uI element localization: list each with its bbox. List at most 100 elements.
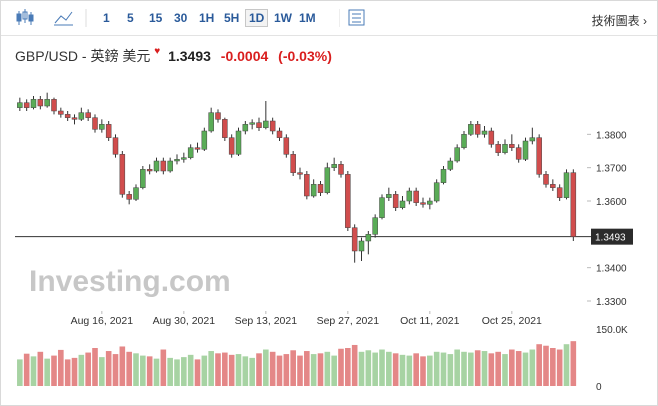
interval-button[interactable]: 1W bbox=[274, 11, 292, 25]
candle-body bbox=[187, 147, 194, 158]
candle-body bbox=[536, 137, 542, 175]
candle-body bbox=[249, 122, 255, 125]
candle-body bbox=[146, 169, 153, 172]
interval-button[interactable]: 30 bbox=[174, 11, 188, 25]
volume-bar bbox=[222, 352, 228, 386]
change: -0.0004 bbox=[220, 48, 269, 64]
candle-body bbox=[399, 200, 406, 208]
volume-bar bbox=[338, 348, 344, 386]
candle-body bbox=[105, 124, 112, 138]
candle-body bbox=[324, 167, 331, 193]
candle-body bbox=[420, 202, 426, 205]
candle-body bbox=[126, 194, 132, 200]
volume-bar bbox=[495, 351, 501, 386]
volume-bar bbox=[181, 357, 187, 386]
volume-bar bbox=[167, 357, 173, 386]
interval-button[interactable]: 1D bbox=[245, 9, 269, 27]
candle-body bbox=[413, 190, 419, 203]
x-tick-label: Sep 27, 2021 bbox=[317, 315, 380, 327]
volume-bar bbox=[201, 355, 208, 386]
volume-tick-label: 0 bbox=[596, 382, 602, 393]
candle-body bbox=[44, 99, 50, 107]
volume-bar bbox=[447, 354, 454, 386]
quote-header: GBP/USD - 英鎊 美元 ♥ 1.3493 -0.0004 (-0.03%… bbox=[15, 46, 332, 66]
volume-bar bbox=[529, 349, 536, 386]
candle-body bbox=[481, 130, 488, 135]
candle-body bbox=[78, 112, 85, 120]
candle-body bbox=[454, 147, 460, 162]
volume-bar bbox=[420, 356, 426, 386]
volume-bar bbox=[331, 355, 337, 386]
candle-body bbox=[30, 99, 37, 108]
candle-body bbox=[406, 190, 413, 202]
volume-bar bbox=[365, 350, 372, 386]
interval-button[interactable]: 1M bbox=[299, 11, 316, 25]
volume-bar bbox=[269, 351, 276, 386]
volume-bar bbox=[17, 359, 23, 386]
candle-body bbox=[222, 119, 228, 138]
volume-bar bbox=[194, 359, 201, 386]
volume-bar bbox=[187, 354, 194, 386]
candle-body bbox=[92, 117, 98, 130]
interval-button[interactable]: 1 bbox=[103, 11, 110, 25]
candle-body bbox=[153, 160, 160, 172]
candle-body bbox=[256, 122, 262, 128]
candle-body bbox=[522, 140, 529, 160]
candle-body bbox=[509, 144, 515, 148]
candle-body bbox=[433, 182, 440, 202]
candle-body bbox=[461, 134, 467, 148]
volume-bar bbox=[461, 351, 467, 386]
x-tick-label: Aug 16, 2021 bbox=[71, 315, 134, 327]
candle-body bbox=[112, 137, 119, 155]
settings-icon[interactable] bbox=[339, 1, 369, 35]
volume-bar bbox=[372, 352, 378, 386]
volume-bar bbox=[550, 348, 556, 386]
candle-body bbox=[345, 174, 351, 228]
volume-bar bbox=[228, 354, 235, 386]
volume-bar bbox=[488, 353, 495, 386]
chart-type-icons[interactable] bbox=[1, 1, 101, 35]
candle-body bbox=[550, 184, 556, 188]
volume-bar bbox=[153, 358, 160, 386]
volume-bar bbox=[324, 351, 331, 386]
volume-bar bbox=[563, 344, 570, 386]
volume-bar bbox=[440, 352, 447, 386]
volume-bar bbox=[433, 351, 440, 386]
candle-body bbox=[276, 130, 283, 138]
toolbar: 1 5 15 30 1H 5H 1D 1W 1M 技術圖表 › bbox=[1, 1, 657, 36]
volume-bar bbox=[427, 355, 433, 386]
volume-bar bbox=[249, 357, 255, 386]
candle-body bbox=[51, 99, 57, 112]
candle-body bbox=[502, 144, 508, 153]
candle-body bbox=[85, 112, 91, 118]
candle-body bbox=[201, 130, 208, 150]
volume-bar bbox=[126, 351, 132, 386]
volume-bar bbox=[146, 356, 153, 386]
interval-button[interactable]: 5 bbox=[127, 11, 134, 25]
candle-body bbox=[365, 234, 372, 242]
candle-body bbox=[358, 240, 365, 252]
candle-body bbox=[495, 144, 501, 153]
candle-body bbox=[263, 120, 269, 128]
volume-bar bbox=[51, 355, 57, 386]
candle-body bbox=[570, 172, 577, 237]
interval-button[interactable]: 5H bbox=[224, 11, 240, 25]
volume-bar bbox=[140, 355, 146, 386]
price-label-box bbox=[591, 228, 633, 245]
volume-bar bbox=[297, 355, 303, 386]
volume-bar bbox=[351, 344, 358, 386]
candle-body bbox=[140, 169, 146, 188]
interval-button[interactable]: 1H bbox=[199, 11, 215, 25]
candle-body bbox=[71, 117, 78, 120]
interval-button[interactable]: 15 bbox=[149, 11, 163, 25]
y-tick-label: 1.3300 bbox=[596, 297, 627, 308]
volume-bar bbox=[515, 351, 522, 386]
technical-chart-link[interactable]: 技術圖表 › bbox=[591, 14, 647, 28]
candle-body bbox=[468, 124, 474, 135]
volume-bar bbox=[502, 354, 508, 386]
volume-bar bbox=[78, 354, 85, 386]
volume-bar bbox=[399, 354, 406, 386]
candle-body bbox=[317, 184, 324, 193]
volume-bar bbox=[64, 359, 71, 386]
